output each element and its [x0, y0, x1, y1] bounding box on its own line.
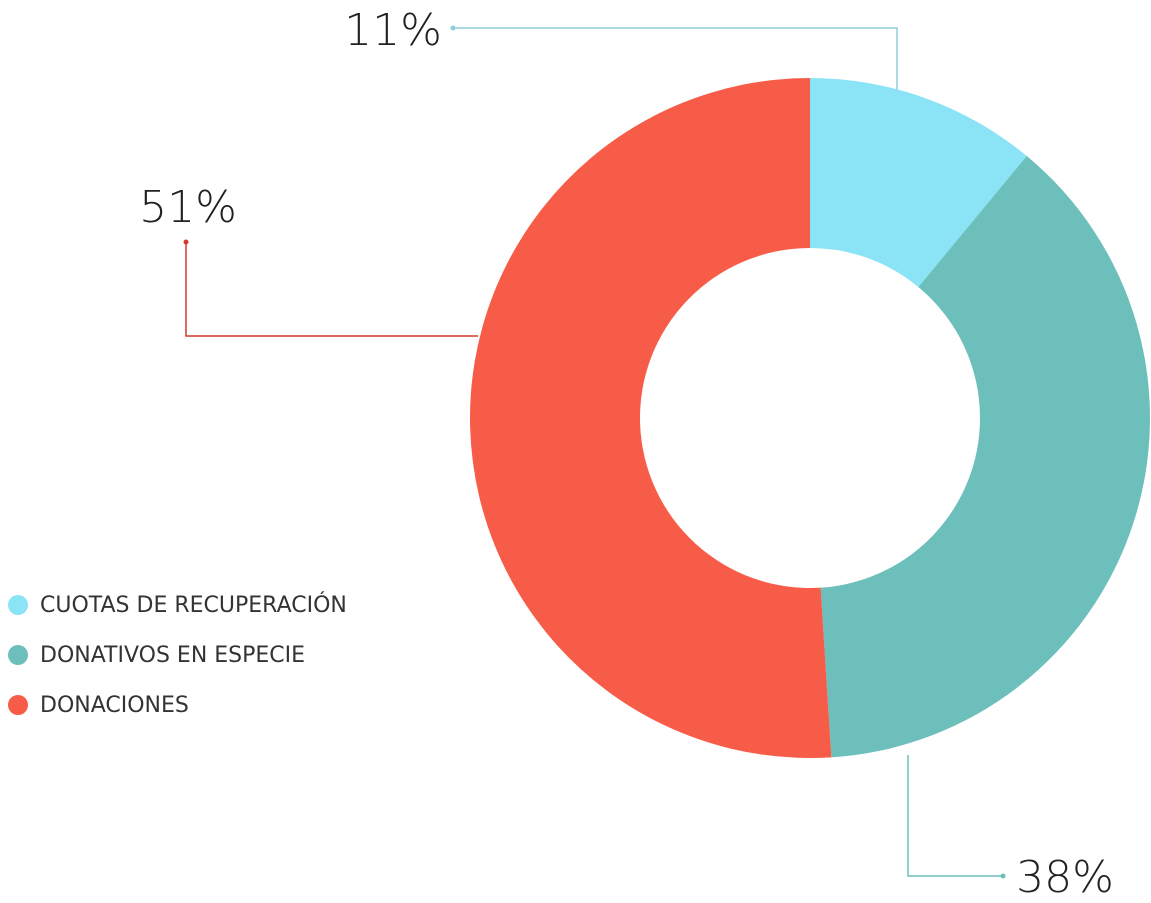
leader-line — [453, 27, 898, 90]
legend-label: CUOTAS DE RECUPERACIÓN — [40, 592, 347, 618]
legend-label: DONATIVOS EN ESPECIE — [40, 643, 305, 668]
legend-swatch — [8, 595, 28, 615]
leader-line — [185, 242, 478, 337]
donut-slice — [470, 78, 832, 758]
data-label: 38% — [1016, 852, 1114, 903]
data-label: 51% — [139, 182, 237, 233]
leader-dot — [183, 239, 189, 245]
legend-swatch — [8, 645, 28, 665]
data-label: 11% — [344, 5, 442, 56]
leader-dot — [1000, 873, 1006, 879]
legend-swatch — [8, 695, 28, 715]
legend-label: DONACIONES — [40, 693, 189, 718]
donut-slice — [820, 156, 1150, 758]
leader-dot — [450, 25, 456, 31]
donut-slice — [810, 78, 1027, 288]
leader-line — [907, 755, 1003, 877]
